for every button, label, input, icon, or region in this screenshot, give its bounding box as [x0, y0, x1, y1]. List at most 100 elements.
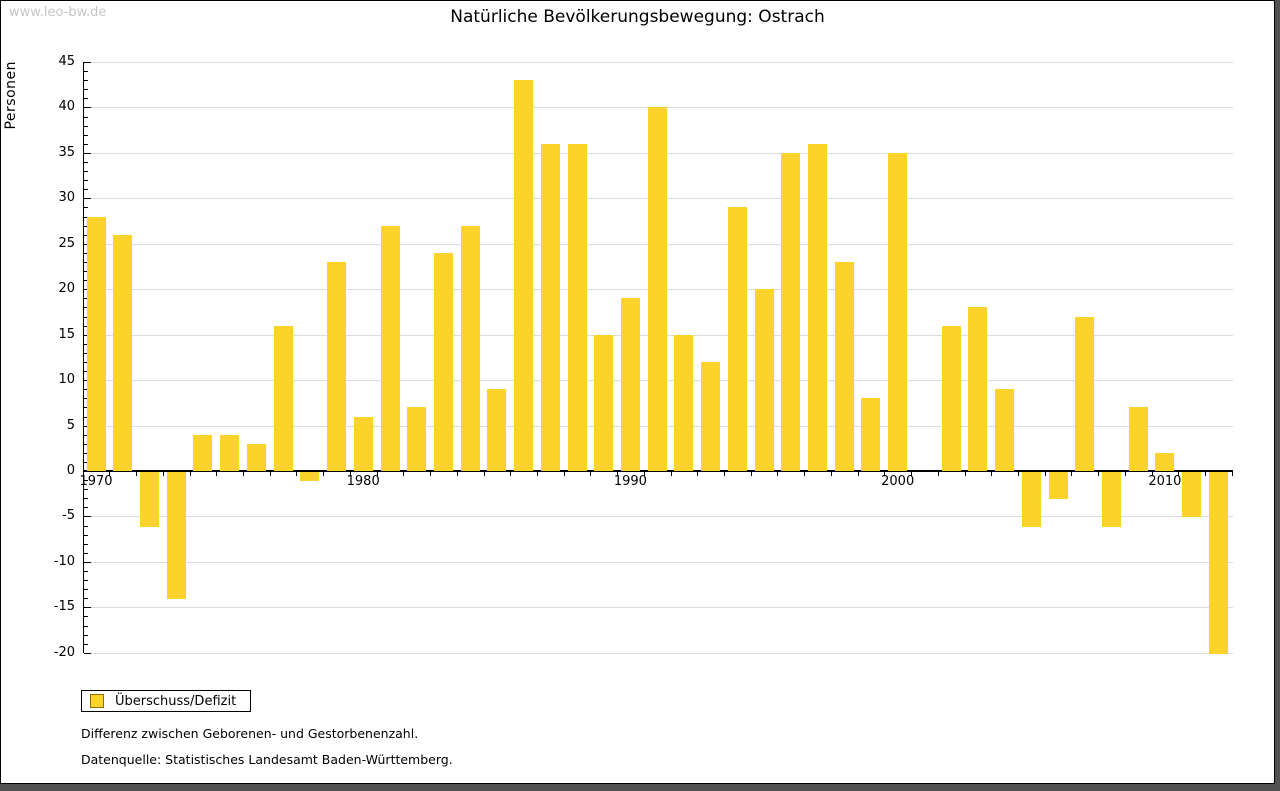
x-axis-tick: [857, 472, 859, 476]
y-axis-label: -20: [53, 644, 75, 660]
y-axis-tick: [84, 216, 88, 218]
y-axis-tick: [84, 634, 88, 636]
bar-1971: [113, 234, 133, 471]
x-axis-tick: [456, 472, 458, 476]
watermark: www.leo-bw.de: [9, 5, 107, 20]
bar-2004: [995, 389, 1014, 471]
y-axis-tick: [84, 416, 88, 418]
x-axis-tick: [643, 472, 645, 476]
x-axis-tick: [430, 472, 431, 476]
bar-2008: [1101, 472, 1121, 527]
y-axis-tick: [84, 407, 88, 409]
x-axis-tick: [162, 472, 164, 476]
bar-1985: [487, 389, 507, 471]
x-axis-label: 1990: [613, 474, 647, 489]
y-axis-tick: [84, 307, 88, 309]
y-axis-tick: [84, 180, 88, 182]
y-axis-label: 40: [58, 99, 75, 115]
y-axis-tick: [84, 498, 88, 500]
y-axis-tick: [84, 534, 88, 536]
bar-2000: [888, 152, 908, 471]
y-axis-tick: [84, 71, 88, 73]
y-axis-tick: [84, 452, 88, 454]
y-axis-label: -10: [53, 553, 75, 569]
y-axis-label: 15: [58, 326, 75, 342]
y-axis-tick: [84, 389, 88, 391]
x-axis-tick: [911, 472, 912, 476]
y-axis-tick: [84, 571, 88, 572]
y-axis-tick: [84, 525, 88, 527]
bar-1997: [808, 143, 827, 471]
y-axis-label: 20: [58, 281, 75, 297]
x-axis-tick: [697, 472, 699, 476]
y-axis-tick: [84, 580, 88, 582]
x-axis: [83, 470, 1233, 472]
y-axis-tick: [84, 325, 88, 327]
y-axis-tick: [84, 280, 88, 282]
bar-1984: [460, 225, 480, 471]
bar-1999: [861, 398, 881, 471]
y-axis-tick: [84, 225, 88, 227]
bar-2005: [1021, 472, 1041, 527]
y-axis-tick: [84, 598, 88, 600]
y-axis-tick: [84, 207, 88, 209]
x-axis-tick: [617, 472, 619, 476]
y-axis-tick: [84, 443, 88, 445]
x-axis-tick: [510, 472, 512, 476]
x-axis-tick: [136, 472, 138, 476]
y-axis-tick: [84, 62, 91, 63]
y-axis-label: 35: [58, 144, 75, 160]
y-axis-label: -15: [53, 599, 75, 615]
legend: Überschuss/Defizit: [81, 690, 252, 712]
bar-2009: [1128, 407, 1148, 471]
x-axis-tick: [269, 472, 271, 476]
x-axis-tick: [216, 472, 218, 476]
y-axis-tick: [84, 361, 88, 363]
y-axis-tick: [84, 189, 88, 191]
bar-2012: [1208, 472, 1228, 654]
bar-2006: [1048, 472, 1068, 500]
x-axis-tick: [670, 472, 672, 476]
x-axis-tick: [937, 472, 939, 476]
bar-1980: [353, 416, 373, 471]
legend-swatch-icon: [90, 694, 104, 708]
gridline: [84, 62, 1233, 63]
bar-1977: [273, 325, 293, 471]
y-axis-tick: [84, 234, 88, 236]
x-axis-tick: [403, 472, 405, 476]
bar-1989: [594, 334, 614, 471]
bar-1996: [781, 152, 801, 471]
bar-1990: [620, 298, 640, 471]
x-axis-tick: [376, 472, 378, 476]
bar-2007: [1075, 316, 1095, 471]
y-axis-tick: [84, 616, 88, 618]
x-axis-tick: [296, 472, 298, 476]
y-axis-tick: [84, 652, 91, 654]
x-axis-tick: [536, 472, 538, 476]
y-axis-tick: [84, 80, 88, 82]
chart-title: Natürliche Bevölkerungsbewegung: Ostrach: [450, 7, 825, 27]
x-axis-tick: [1231, 472, 1233, 476]
y-axis-tick: [84, 116, 88, 118]
bar-1975: [220, 434, 240, 471]
bar-1993: [701, 361, 721, 471]
bar-1986: [514, 80, 534, 471]
gridline: [84, 607, 1233, 609]
y-axis-tick: [84, 98, 88, 100]
x-axis-tick: [1151, 472, 1153, 476]
y-axis-tick: [84, 107, 91, 109]
x-axis-tick: [483, 472, 485, 476]
y-axis-tick: [84, 316, 88, 318]
y-axis-tick: [84, 589, 88, 591]
y-axis-tick: [84, 352, 88, 354]
x-axis-tick: [1178, 472, 1180, 476]
x-axis-tick: [82, 472, 84, 476]
bar-1988: [567, 143, 587, 471]
x-axis-tick: [109, 472, 111, 476]
bar-1979: [327, 262, 346, 471]
y-axis-tick: [84, 252, 88, 254]
y-axis-tick: [84, 343, 88, 345]
x-axis-tick: [323, 472, 325, 476]
